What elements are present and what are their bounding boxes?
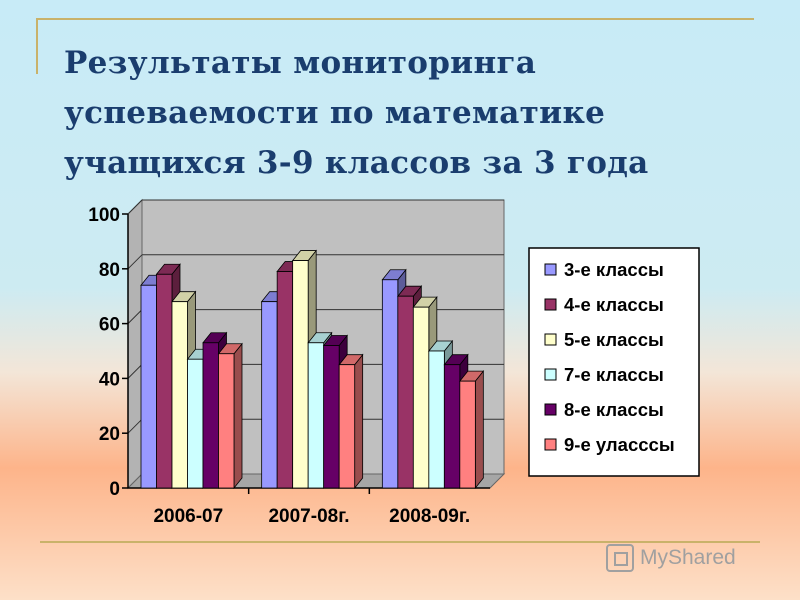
title-line-3: учащихся 3-9 классов за 3 года [64,145,649,181]
title-line-2: успеваемости по математике [64,95,606,131]
gridline-side [127,254,143,270]
title-line-1: Результаты мониторинга [64,45,537,81]
y-tick-label: 100 [88,205,120,226]
bar [397,295,414,489]
legend-swatch [544,333,557,346]
bar [459,380,476,489]
bar [276,271,294,489]
bar [307,342,325,489]
gridline-side [127,364,143,379]
top-rule [36,18,754,20]
watermark-text: MyShared [640,546,736,569]
monitor-icon [606,544,634,572]
legend-swatch [544,368,557,381]
legend-swatch [544,403,557,416]
x-tick-label: 2006-07 [153,506,223,527]
bar [428,350,445,489]
legend-label: 7-е классы [564,364,664,385]
bar [412,306,430,489]
bar [443,364,461,489]
side-wall [127,198,143,490]
legend-swatch [544,263,557,276]
x-tick-label: 2008-09г. [389,506,470,527]
bar [323,345,340,489]
slide-title: Результаты мониторинга успеваемости по м… [64,38,764,188]
legend-label: 9-е уласссы [564,434,675,455]
bar-side [474,369,484,490]
bar [338,364,356,489]
y-tick-label: 20 [99,424,120,445]
bar [171,301,188,489]
y-tick-label: 40 [99,369,120,390]
bottom-rule [40,541,760,543]
bar [218,353,235,489]
y-tick-label: 60 [99,315,120,336]
x-tick-label: 2007-08г. [268,506,349,527]
bar [156,273,173,489]
legend [528,247,700,477]
bar [187,358,204,489]
bar [381,279,399,489]
bar [261,301,278,489]
watermark: MyShared [606,538,776,578]
gridline-side [127,418,143,434]
bar-side [354,353,364,490]
legend-label: 8-е классы [564,399,664,420]
gridline-side [127,199,143,215]
bar [202,342,219,489]
gridline-side [127,309,143,324]
legend-label: 5-е классы [564,329,664,350]
y-tick-label: 80 [99,260,120,281]
left-rule [36,18,38,74]
bar [140,284,157,489]
legend-label: 4-е классы [564,294,664,315]
legend-label: 3-е классы [564,259,664,280]
bar [292,260,309,489]
legend-swatch [544,298,557,311]
legend-swatch [544,438,557,451]
y-tick-label: 0 [109,479,120,500]
bar-side [233,342,243,490]
